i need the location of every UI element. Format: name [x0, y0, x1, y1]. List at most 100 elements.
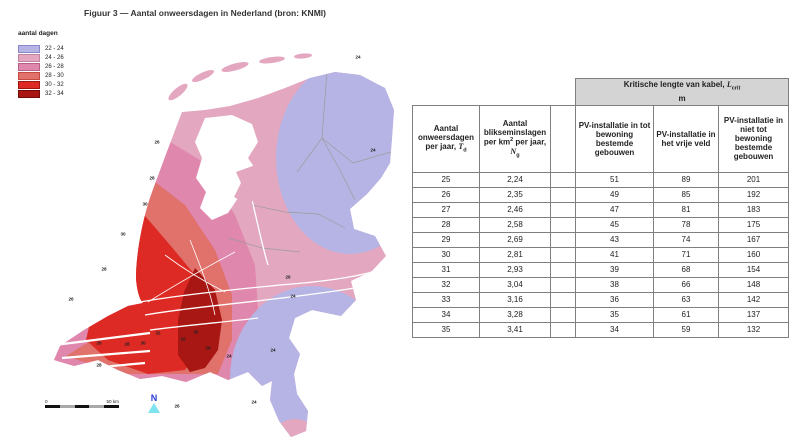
- group-header-unit: m: [678, 93, 686, 103]
- spacer-cell: [550, 276, 576, 293]
- table-cell: 142: [718, 291, 789, 308]
- region-24-26-limburg-tip: [275, 419, 315, 437]
- table-cell: 34: [575, 321, 654, 338]
- contour-label: 30: [120, 231, 126, 237]
- table-cell: 49: [575, 186, 654, 203]
- table-cell: 160: [718, 246, 789, 263]
- header-blank: [413, 79, 551, 106]
- table-cell: 2,58: [479, 216, 551, 233]
- table-row: 34 3,28 35 61 137: [412, 306, 789, 323]
- contour-label: 24: [290, 293, 296, 299]
- table-cell: 192: [718, 186, 789, 203]
- spacer-cell: [550, 231, 576, 248]
- legend-swatch: [18, 81, 40, 89]
- legend-item: 30 - 32: [18, 81, 64, 89]
- region-32-34-core: [178, 268, 222, 372]
- table-cell: 71: [653, 246, 719, 263]
- contour-label: 28: [124, 341, 130, 347]
- table-cell: 35: [575, 306, 654, 323]
- scale-bar-segment: [103, 405, 119, 408]
- table-cell: 59: [653, 321, 719, 338]
- column-header-row: Aantal onweersdagen per jaar, Td Aantal …: [412, 104, 789, 173]
- contour-label: 26: [154, 139, 160, 145]
- table-cell: 2,69: [479, 231, 551, 248]
- contour-label: 26: [174, 403, 180, 409]
- table-cell: 61: [653, 306, 719, 323]
- table-cell: 148: [718, 276, 789, 293]
- table-cell: 85: [653, 186, 719, 203]
- col2-symbol: N: [510, 146, 517, 156]
- table-cell: 3,16: [479, 291, 551, 308]
- legend-swatch: [18, 63, 40, 71]
- contour-label: 26: [96, 340, 102, 346]
- table-row: 29 2,69 43 74 167: [412, 231, 789, 248]
- table-cell: 34: [412, 306, 480, 323]
- legend-swatch: [18, 90, 40, 98]
- table-cell: 63: [653, 291, 719, 308]
- table-cell: 167: [718, 231, 789, 248]
- table-row: 31 2,93 39 68 154: [412, 261, 789, 278]
- table-cell: 154: [718, 261, 789, 278]
- table-cell: 2,93: [479, 261, 551, 278]
- table-cell: 81: [653, 201, 719, 218]
- contour-label: 24: [270, 347, 276, 353]
- province-borders: [227, 72, 392, 253]
- table-cell: 36: [575, 291, 654, 308]
- table-cell: 3,04: [479, 276, 551, 293]
- col-header-pv-niet-bewoning: PV-installatie in niet tot bewoning best…: [718, 104, 789, 173]
- spacer-cell: [550, 216, 576, 233]
- legend-item: 26 - 28: [18, 63, 64, 71]
- table-cell: 2,24: [479, 171, 551, 188]
- table-row: 32 3,04 38 66 148: [412, 276, 789, 293]
- group-header-row: Kritische lengte van kabel, Lcrit m: [413, 78, 789, 106]
- spacer-cell: [550, 261, 576, 278]
- group-header-subscript: crit: [731, 85, 741, 92]
- legend-swatch: [18, 54, 40, 62]
- table-cell: 28: [412, 216, 480, 233]
- legend-swatch: [18, 72, 40, 80]
- spacer-cell: [550, 306, 576, 323]
- scale-bar-segment: [46, 405, 61, 408]
- col1-symbol: T: [458, 141, 464, 151]
- contour-label: 26: [68, 296, 74, 302]
- table-cell: 45: [575, 216, 654, 233]
- figure-title: Figuur 3 — Aantal onweersdagen in Nederl…: [84, 8, 326, 18]
- region-30-32: [86, 210, 205, 374]
- legend-list: 22 - 24 24 - 26 26 - 28 28 - 30 30 - 32 32 - …: [18, 45, 64, 98]
- table-cell: 89: [653, 171, 719, 188]
- table-cell: 78: [653, 216, 719, 233]
- scale-end-label: 50 km: [106, 399, 119, 404]
- legend-label: 26 - 28: [45, 64, 64, 70]
- table-cell: 68: [653, 261, 719, 278]
- table-cell: 47: [575, 201, 654, 218]
- north-indicator: N: [144, 393, 164, 413]
- flevoland: [234, 164, 270, 204]
- table-cell: 201: [718, 171, 789, 188]
- col-header-onweersdagen: Aantal onweersdagen per jaar, Td: [412, 104, 480, 173]
- col2-superscript: 2: [510, 136, 514, 143]
- legend-title: aantal dagen: [18, 30, 58, 37]
- table-row: 33 3,16 36 63 142: [412, 291, 789, 308]
- col1-subscript: d: [463, 147, 467, 154]
- contour-label: 24: [370, 147, 376, 153]
- table-body: 25 2,24 51 89 201 26 2,35 49 85 192 27 2,46 47 81 183 2…: [412, 171, 789, 338]
- table-row: 35 3,41 34 59 132: [412, 321, 789, 338]
- contour-label: 30: [142, 201, 148, 207]
- table-cell: 29: [412, 231, 480, 248]
- table-cell: 39: [575, 261, 654, 278]
- table-cell: 175: [718, 216, 789, 233]
- header-blank-spacer: [551, 79, 576, 106]
- spacer-cell: [550, 186, 576, 203]
- contour-label: 28: [96, 362, 102, 368]
- legend-label: 30 - 32: [45, 82, 64, 88]
- table-cell: 35: [412, 321, 480, 338]
- col2-label-a: Aantal blikseminslagen per km: [483, 118, 547, 147]
- scale-bar-segment: [74, 405, 90, 408]
- scale-start-label: 0: [45, 399, 48, 404]
- contour-label: 30: [193, 329, 199, 335]
- table-cell: 51: [575, 171, 654, 188]
- table-row: 30 2,81 41 71 160: [412, 246, 789, 263]
- scale-bar-segment: [60, 405, 75, 408]
- map-legend: aantal dagen 22 - 24 24 - 26 26 - 28 28 - 3…: [18, 30, 64, 99]
